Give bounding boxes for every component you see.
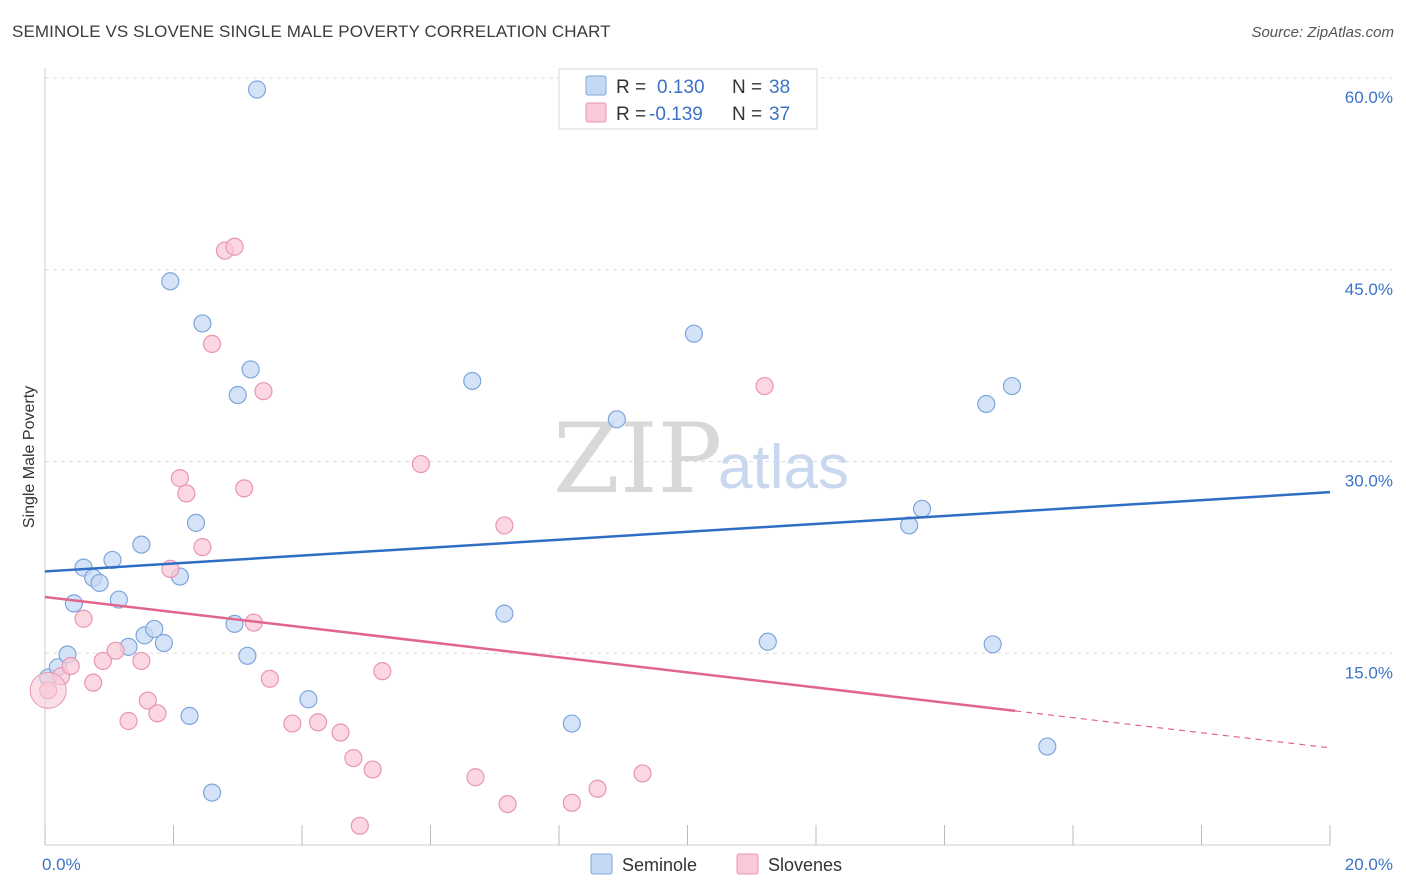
slovenes-point-9 (138, 691, 157, 710)
slovenes-point-12 (170, 469, 190, 488)
seminole-point-37 (1038, 737, 1057, 756)
source-credit: Source: ZipAtlas.com (1251, 24, 1394, 41)
legend-bottom-swatch-slovenes (736, 853, 759, 875)
y-tick-label-1: 30.0% (1345, 472, 1393, 491)
slovenes-point-2 (61, 656, 80, 676)
slovenes-point-25 (344, 748, 363, 768)
slovenes-point-26 (350, 816, 369, 835)
legend-n-value-slovenes: 37 (769, 104, 790, 125)
slovenes-point-36 (755, 376, 774, 396)
seminole-point-21 (228, 385, 247, 405)
slovenes-point-18 (235, 479, 254, 498)
slovenes-point-29 (411, 454, 430, 474)
slovenes-point-20 (254, 382, 273, 401)
x-tick-labels: 0.0% 20.0% (42, 855, 1393, 874)
seminole-point-29 (607, 410, 626, 429)
slovenes-point-4 (84, 673, 103, 692)
seminole-point-22 (238, 646, 257, 665)
seminole-point-26 (463, 371, 482, 391)
y-tick-label-3: 60.0% (1345, 88, 1393, 107)
seminole-point-34 (977, 394, 996, 414)
legend-r-label-seminole: R = (616, 77, 646, 98)
watermark-zip: ZIP (553, 403, 722, 515)
slovenes-point-5 (93, 651, 112, 671)
seminole-point-3 (64, 594, 84, 613)
legend-bottom-label-slovenes: Slovenes (768, 855, 842, 875)
slovenes-point-7 (119, 711, 138, 731)
slovenes-point-34 (588, 779, 607, 798)
seminole-point-13 (154, 633, 173, 653)
slovenes-point-6 (106, 641, 125, 660)
series-slovenes-points (29, 237, 774, 835)
legend-n-label-seminole: N = (732, 77, 762, 98)
series-seminole-points (39, 80, 1057, 802)
slovenes-point-21 (260, 669, 279, 688)
seminole-point-8 (109, 590, 128, 609)
slovenes-point-3 (74, 609, 93, 628)
seminole-point-10 (132, 535, 151, 554)
legend-bottom-label-seminole: Seminole (622, 855, 697, 875)
x-tick-label-0: 0.0% (42, 855, 81, 874)
seminole-point-35 (1002, 376, 1022, 396)
seminole-point-17 (186, 513, 206, 532)
x-tick-label-1: 20.0% (1345, 855, 1393, 874)
legend-r-value-slovenes: -0.139 (649, 104, 703, 125)
slovenes-point-30 (466, 768, 485, 787)
slovenes-point-27 (363, 760, 382, 779)
slovenes-point-32 (498, 794, 517, 814)
seminole-point-14 (161, 272, 180, 291)
seminole-point-24 (247, 80, 267, 99)
seminole-point-27 (495, 604, 514, 623)
trend-line-slovenes-extension (1015, 710, 1331, 749)
seminole-point-19 (202, 783, 222, 802)
slovenes-point-31 (495, 516, 514, 535)
slovenes-point-24 (331, 723, 350, 742)
slovenes-point-10 (148, 704, 167, 723)
chart-title: SEMINOLE VS SLOVENE SINGLE MALE POVERTY … (12, 22, 611, 41)
legend-r-label-slovenes: R = (616, 104, 646, 125)
seminole-point-30 (684, 324, 704, 343)
slovenes-point-22 (283, 714, 302, 733)
y-tick-labels: 15.0% 30.0% 45.0% 60.0% (1345, 88, 1393, 682)
seminole-point-36 (983, 635, 1002, 654)
axes (44, 68, 1331, 846)
legend-swatch-slovenes (585, 102, 607, 123)
seminole-point-16 (180, 706, 199, 725)
slovenes-point-17 (225, 237, 244, 256)
seminole-point-6 (90, 573, 109, 593)
seminole-point-28 (562, 714, 581, 733)
legend-swatch-seminole (585, 75, 607, 96)
trend-line-seminole (44, 490, 1331, 573)
seminole-point-25 (299, 690, 318, 709)
slovenes-point-14 (193, 538, 212, 557)
y-tick-label-2: 45.0% (1345, 280, 1393, 299)
seminole-point-23 (241, 360, 260, 379)
trend-lines (44, 490, 1331, 749)
legend-bottom: Seminole Slovenes (590, 853, 842, 875)
watermark: ZIP atlas (553, 403, 849, 515)
slovenes-point-8 (132, 651, 151, 671)
y-tick-label-0: 15.0% (1345, 663, 1393, 682)
legend-n-label-slovenes: N = (732, 104, 762, 125)
legend-n-value-seminole: 38 (769, 77, 790, 98)
slovenes-point-28 (373, 662, 392, 681)
slovenes-point-23 (308, 713, 328, 732)
legend-bottom-swatch-seminole (590, 853, 613, 875)
seminole-point-18 (193, 314, 212, 333)
seminole-point-31 (758, 632, 777, 651)
seminole-point-33 (912, 499, 932, 518)
legend-top: R = 0.130 N = 38 R = -0.139 N = 37 (558, 68, 818, 130)
slovenes-point-35 (633, 764, 652, 783)
slovenes-point-15 (202, 334, 222, 353)
slovenes-point-cluster (29, 671, 67, 709)
legend-r-value-seminole: 0.130 (657, 77, 705, 98)
y-axis-label: Single Male Poverty (21, 386, 38, 528)
trend-line-slovenes (44, 595, 1016, 713)
slovenes-point-33 (562, 793, 581, 812)
seminole-point-12 (145, 619, 164, 639)
slovenes-point-13 (177, 484, 196, 503)
watermark-atlas: atlas (718, 433, 849, 502)
